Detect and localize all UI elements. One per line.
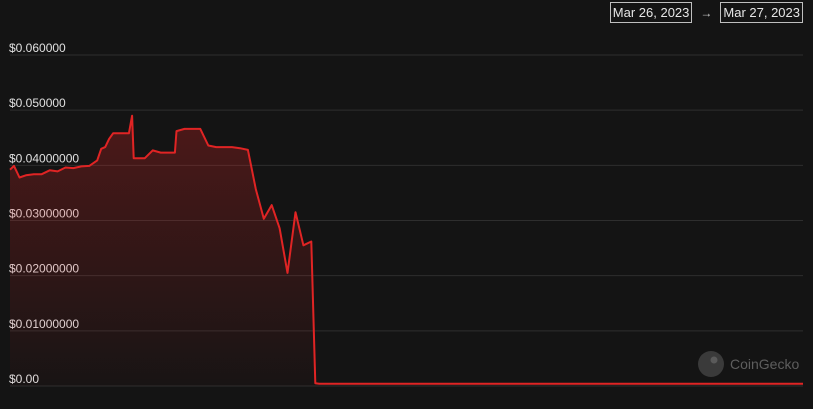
start-date-field[interactable]: Mar 26, 2023 bbox=[609, 2, 693, 23]
range-arrow-icon: → bbox=[700, 5, 713, 20]
y-tick-label: $0.060000 bbox=[9, 41, 66, 55]
coingecko-logo-eye bbox=[710, 356, 718, 364]
price-area-fill bbox=[10, 115, 803, 386]
price-line bbox=[9, 114, 803, 385]
end-date-field[interactable]: Mar 27, 2023 bbox=[720, 2, 803, 23]
watermark-text: CoinGecko bbox=[730, 356, 799, 372]
coingecko-logo-icon bbox=[698, 351, 724, 377]
y-tick-label: $0.04000000 bbox=[9, 151, 79, 165]
y-tick-label: $0.050000 bbox=[9, 96, 66, 110]
coingecko-watermark: CoinGecko bbox=[698, 351, 799, 377]
date-range-picker: Mar 26, 2023 → Mar 27, 2023 bbox=[609, 2, 803, 23]
